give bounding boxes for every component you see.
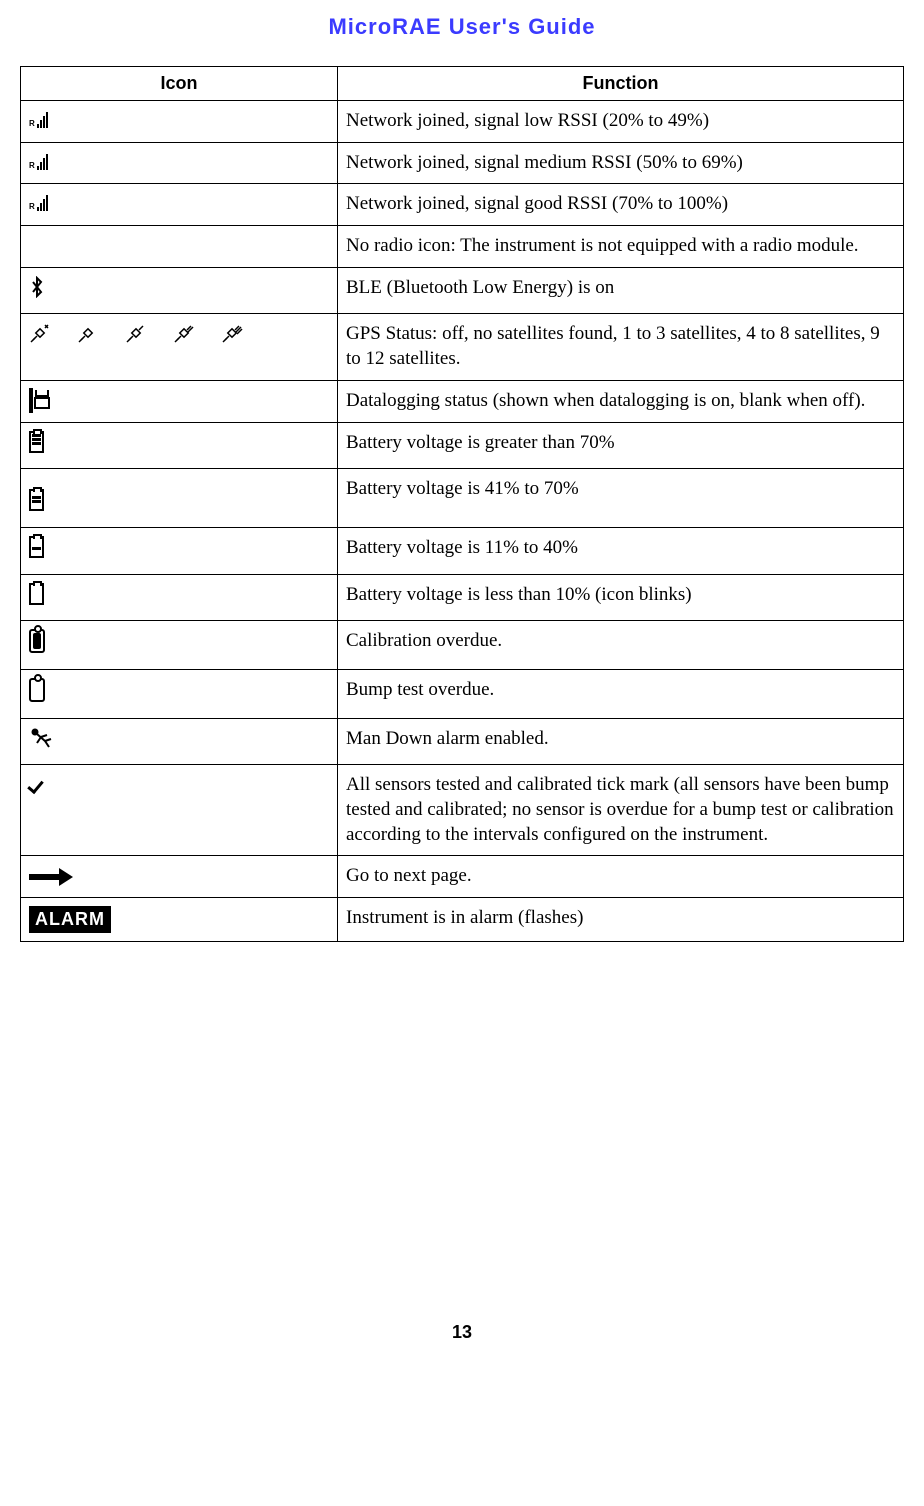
- bluetooth-icon: [29, 278, 45, 303]
- table-row: ALARM Instrument is in alarm (flashes): [21, 898, 904, 942]
- battery-low-icon: [29, 536, 44, 558]
- table-row: R Network joined, signal medium RSSI (50…: [21, 142, 904, 184]
- table-row: Battery voltage is 41% to 70%: [21, 469, 904, 528]
- man-down-icon: [29, 733, 55, 754]
- signal-high-icon: R: [29, 195, 48, 211]
- table-row: GPS Status: off, no satellites found, 1 …: [21, 314, 904, 380]
- function-cell: Go to next page.: [338, 856, 904, 898]
- function-cell: Bump test overdue.: [338, 669, 904, 718]
- icon-function-table: Icon Function R Network joined, signal l…: [20, 66, 904, 942]
- battery-full-icon: [29, 431, 44, 453]
- calibration-overdue-icon: [29, 629, 45, 653]
- table-row: Datalogging status (shown when dataloggi…: [21, 380, 904, 422]
- table-row: Battery voltage is less than 10% (icon b…: [21, 574, 904, 621]
- table-row: R Network joined, signal low RSSI (20% t…: [21, 101, 904, 143]
- function-cell: Battery voltage is less than 10% (icon b…: [338, 574, 904, 621]
- function-cell: GPS Status: off, no satellites found, 1 …: [338, 314, 904, 380]
- function-cell: Datalogging status (shown when dataloggi…: [338, 380, 904, 422]
- function-cell: All sensors tested and calibrated tick m…: [338, 765, 904, 856]
- gps-status-icons: [29, 322, 329, 344]
- gps-2-icon: [173, 322, 195, 344]
- function-cell: Calibration overdue.: [338, 621, 904, 670]
- battery-empty-icon: [29, 583, 44, 605]
- function-cell: Battery voltage is 41% to 70%: [338, 469, 904, 528]
- arrow-right-icon: [29, 864, 73, 889]
- table-row: Man Down alarm enabled.: [21, 718, 904, 765]
- check-icon: [29, 776, 51, 790]
- floppy-disk-icon: [29, 388, 33, 413]
- function-cell: Battery voltage is 11% to 40%: [338, 527, 904, 574]
- table-row: Battery voltage is greater than 70%: [21, 422, 904, 469]
- bump-overdue-icon: [29, 678, 45, 702]
- gps-3-icon: [221, 322, 243, 344]
- table-row: Bump test overdue.: [21, 669, 904, 718]
- table-row: R Network joined, signal good RSSI (70% …: [21, 184, 904, 226]
- gps-0-icon: [77, 322, 99, 344]
- no-radio-icon: [21, 226, 338, 268]
- function-cell: Network joined, signal medium RSSI (50% …: [338, 142, 904, 184]
- page-number: 13: [20, 1322, 904, 1343]
- function-cell: Battery voltage is greater than 70%: [338, 422, 904, 469]
- header-icon: Icon: [21, 67, 338, 101]
- table-row: No radio icon: The instrument is not equ…: [21, 226, 904, 268]
- function-cell: Network joined, signal good RSSI (70% to…: [338, 184, 904, 226]
- table-row: Battery voltage is 11% to 40%: [21, 527, 904, 574]
- gps-1-icon: [125, 322, 147, 344]
- signal-medium-icon: R: [29, 154, 48, 170]
- table-row: All sensors tested and calibrated tick m…: [21, 765, 904, 856]
- function-cell: No radio icon: The instrument is not equ…: [338, 226, 904, 268]
- gps-off-icon: [29, 322, 51, 344]
- function-cell: Network joined, signal low RSSI (20% to …: [338, 101, 904, 143]
- battery-medium-icon: [29, 489, 44, 511]
- alarm-icon: ALARM: [29, 906, 111, 933]
- function-cell: Man Down alarm enabled.: [338, 718, 904, 765]
- page-title: MicroRAE User's Guide: [20, 14, 904, 40]
- header-function: Function: [338, 67, 904, 101]
- table-row: BLE (Bluetooth Low Energy) is on: [21, 267, 904, 314]
- function-cell: BLE (Bluetooth Low Energy) is on: [338, 267, 904, 314]
- table-row: Calibration overdue.: [21, 621, 904, 670]
- function-cell: Instrument is in alarm (flashes): [338, 898, 904, 942]
- signal-low-icon: R: [29, 112, 48, 128]
- table-row: Go to next page.: [21, 856, 904, 898]
